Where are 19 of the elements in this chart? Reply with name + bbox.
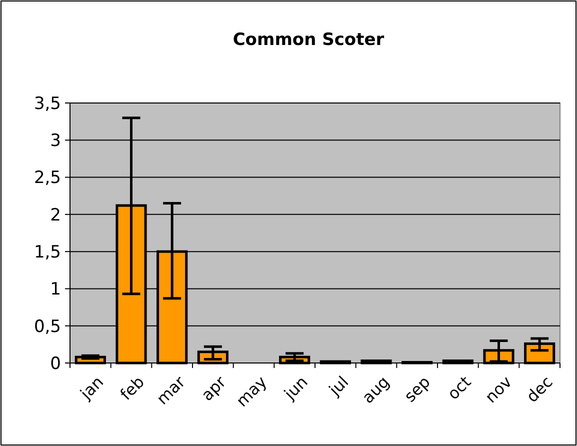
x-tick-label: feb — [116, 372, 148, 404]
y-tick-label: 2 — [50, 205, 61, 226]
x-tick-label: sep — [400, 372, 434, 406]
chart-title: Common Scoter — [232, 30, 385, 50]
x-tick-label: nov — [481, 372, 516, 407]
y-tick-label: 3 — [50, 131, 61, 152]
x-tick-label: dec — [522, 372, 556, 406]
y-tick-label: 3,5 — [34, 94, 61, 114]
x-tick-label: jul — [324, 372, 352, 400]
y-tick-label: 0 — [50, 354, 61, 374]
x-tick-label: apr — [197, 372, 230, 405]
x-tick-label: jun — [280, 372, 312, 404]
y-tick-label: 2,5 — [34, 168, 61, 188]
y-tick-label: 0,5 — [34, 316, 61, 337]
x-tick-label: aug — [358, 372, 393, 408]
x-tick-label: oct — [444, 372, 475, 404]
y-tick-label: 1 — [50, 280, 61, 300]
x-tick-label: jan — [76, 372, 108, 404]
y-tick-label: 1,5 — [34, 242, 61, 263]
